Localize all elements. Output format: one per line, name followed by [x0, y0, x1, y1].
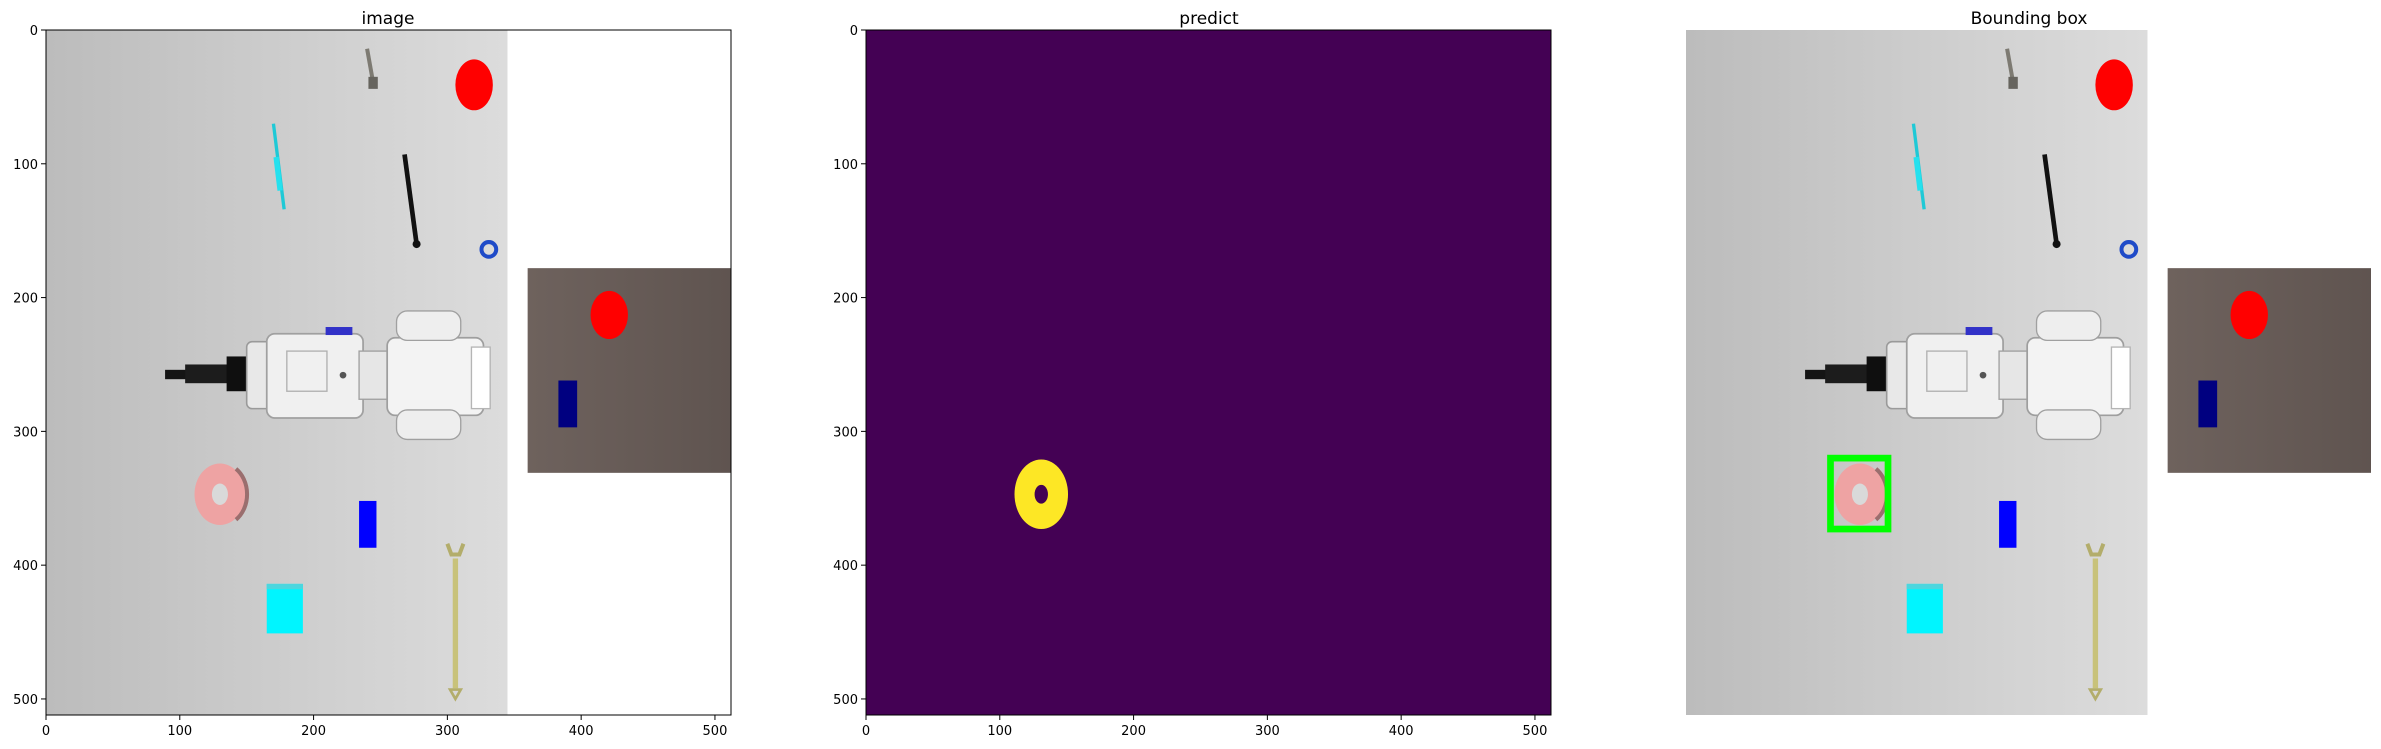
scene-with-bbox	[1686, 30, 2371, 715]
axes-frame	[45, 29, 732, 716]
axes-frame	[865, 29, 1552, 716]
panel-image: image 0 100 200 300 400 500 0 100 200 300 400 500	[13, 9, 732, 739]
y-tick-label: 500	[13, 693, 38, 708]
panel-title: image	[362, 9, 415, 29]
y-tick-label: 100	[833, 158, 858, 173]
y-tick-label: 300	[13, 425, 38, 440]
panel-title: predict	[1179, 9, 1239, 29]
x-tick-label: 400	[1389, 724, 1414, 739]
detection-bounding-box	[1827, 454, 1892, 533]
prediction-mask	[866, 30, 1551, 715]
y-tick-label: 200	[833, 292, 858, 307]
y-tick-label: 100	[13, 158, 38, 173]
y-tick-label: 200	[13, 292, 38, 307]
y-tick-label: 400	[833, 559, 858, 574]
x-tick-label: 100	[987, 724, 1012, 739]
x-tick-label: 500	[703, 724, 728, 739]
x-tick-label: 400	[569, 724, 594, 739]
y-tick-label: 500	[833, 693, 858, 708]
y-tick-label: 300	[833, 425, 858, 440]
y-tick-label: 0	[850, 24, 858, 39]
panel-predict: predict 0 100 200 300 400 500 0 100 200 300 400 500	[833, 9, 1552, 739]
scene-image	[46, 30, 731, 715]
x-tick-label: 100	[167, 724, 192, 739]
x-tick-label: 200	[301, 724, 326, 739]
panel-bounding-box: Bounding box	[1686, 9, 2371, 715]
x-tick-label: 300	[1255, 724, 1280, 739]
x-tick-label: 300	[435, 724, 460, 739]
x-tick-label: 0	[862, 724, 870, 739]
panel-title: Bounding box	[1971, 9, 2088, 29]
y-tick-label: 400	[13, 559, 38, 574]
y-tick-label: 0	[30, 24, 38, 39]
x-tick-label: 500	[1523, 724, 1548, 739]
x-tick-label: 200	[1121, 724, 1146, 739]
x-tick-label: 0	[42, 724, 50, 739]
